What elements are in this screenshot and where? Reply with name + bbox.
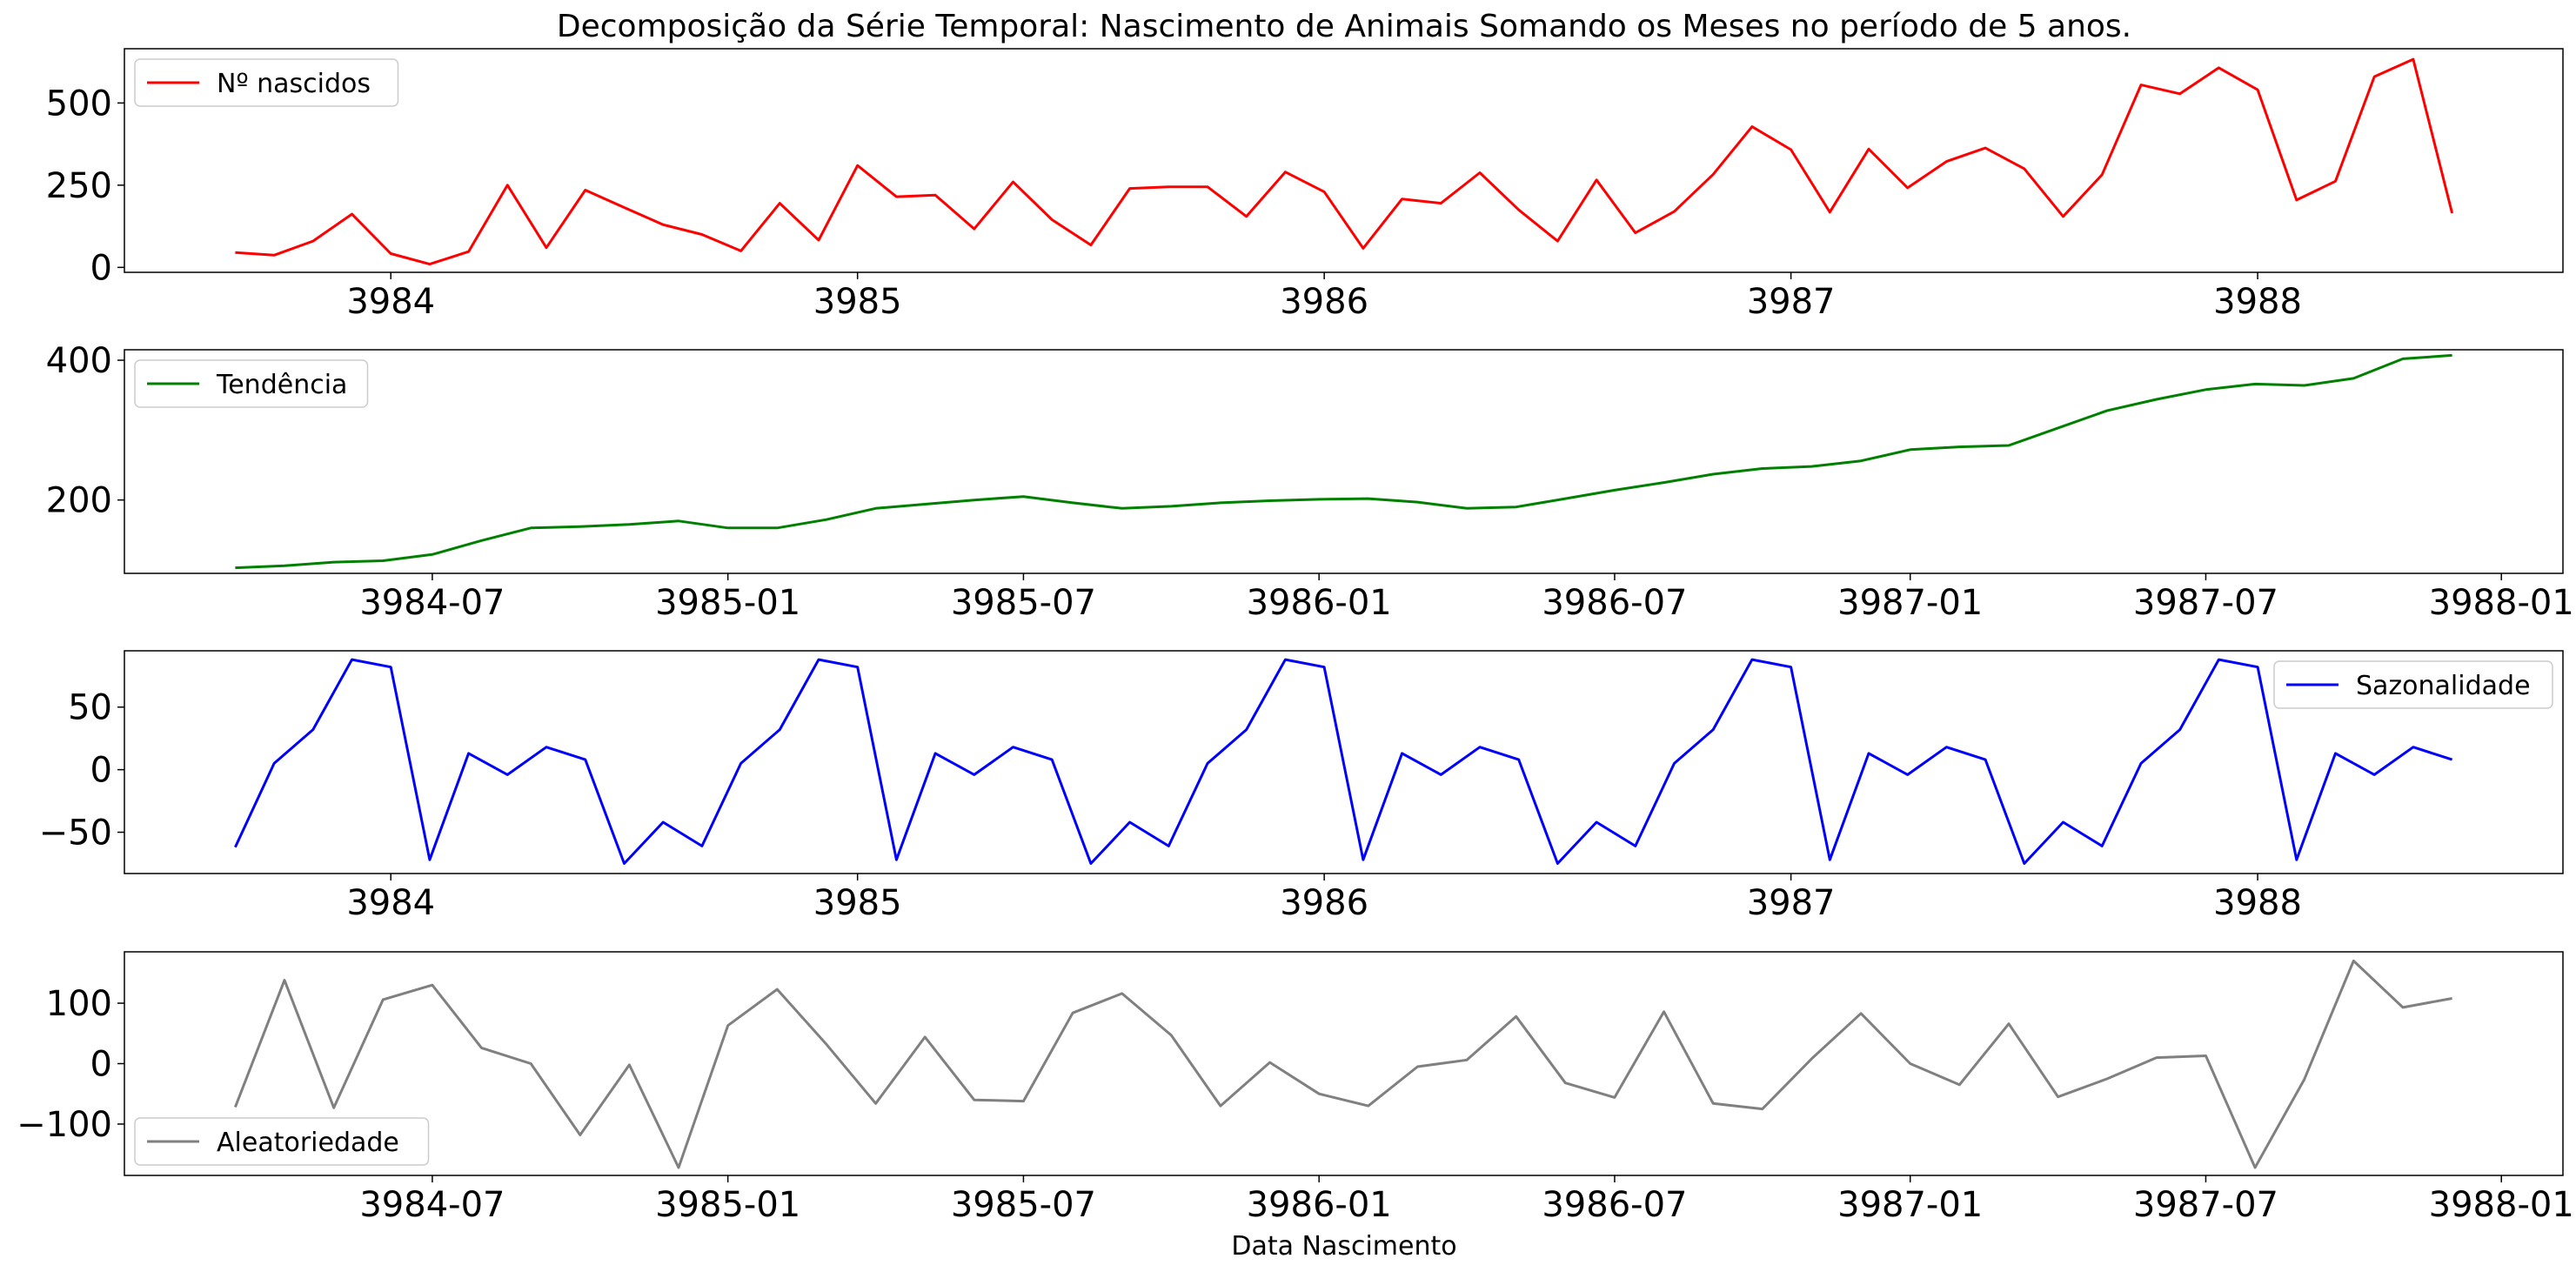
y-tick-label: 0: [90, 1045, 112, 1085]
x-tick-label: 3984: [346, 883, 435, 923]
axes-frame: [124, 48, 2564, 273]
legend: Tendência: [134, 359, 369, 408]
x-tick-label: 3987-07: [2133, 1185, 2278, 1225]
x-tick-label: 3984: [346, 282, 435, 322]
series-line: [234, 658, 2453, 865]
x-tick-label: 3986-01: [1247, 583, 1392, 623]
legend: Nº nascidos: [134, 58, 399, 107]
x-tick-label: 3985-01: [655, 583, 800, 623]
legend-box: [134, 359, 369, 408]
legend-box: [134, 58, 399, 107]
x-tick-label: 3988: [2213, 282, 2302, 322]
legend-label: Sazonalidade: [2356, 671, 2531, 701]
x-tick-label: 3987: [1747, 883, 1836, 923]
x-tick-label: 3986: [1280, 883, 1368, 923]
y-tick-label: 250: [46, 166, 112, 206]
x-tick-label: 3984-07: [359, 583, 505, 623]
y-tick-label: 0: [90, 751, 112, 791]
y-tick-label: 500: [46, 84, 112, 124]
x-tick-label: 3985-01: [655, 1185, 800, 1225]
x-tick-label: 3988: [2213, 883, 2302, 923]
x-tick-label: 3986: [1280, 282, 1368, 322]
x-tick-label: 3986-07: [1542, 583, 1687, 623]
legend-label: Nº nascidos: [217, 69, 371, 99]
legend: Sazonalidade: [2273, 660, 2553, 709]
y-tick-label: 200: [46, 481, 112, 521]
x-axis-label: Data Nascimento: [1231, 1231, 1456, 1262]
figure-title: Decomposição da Série Temporal: Nascimen…: [557, 9, 2131, 44]
x-tick-label: 3986-07: [1542, 1185, 1687, 1225]
x-tick-label: 3984-07: [359, 1185, 505, 1225]
legend-label: Aleatoriedade: [217, 1128, 399, 1158]
subplot-3: −50 0 50 3984 3985 3986 3987 3988 Sazonalidade: [39, 650, 2564, 923]
x-tick-label: 3985-07: [951, 1185, 1096, 1225]
subplot-1: 0 250 500 3984 3985 3986 3987 3988 Nº nascidos: [46, 48, 2564, 322]
legend-label: Tendência: [216, 370, 347, 400]
series-line: [234, 959, 2452, 1169]
y-tick-label: 50: [68, 688, 112, 728]
y-tick-label: 400: [46, 341, 112, 381]
y-tick-label: 100: [46, 984, 112, 1024]
x-tick-label: 3986-01: [1247, 1185, 1392, 1225]
y-tick-label: 0: [90, 248, 112, 288]
y-tick-label: −50: [39, 813, 112, 854]
legend: Aleatoriedade: [134, 1117, 430, 1166]
x-tick-label: 3985: [813, 282, 902, 322]
axes-frame: [124, 349, 2564, 574]
axes-frame: [124, 650, 2564, 874]
x-tick-label: 3987: [1747, 282, 1836, 322]
subplot-2: 200 400 3984-07 3985-01 3985-07 3986-01 3986-0…: [46, 341, 2574, 623]
x-tick-label: 3987-01: [1837, 583, 1983, 623]
series-line: [235, 57, 2454, 266]
x-tick-label: 3988-01: [2429, 583, 2574, 623]
legend-box: [2273, 660, 2553, 709]
x-tick-label: 3987-01: [1837, 1185, 1983, 1225]
series-line: [235, 353, 2452, 570]
x-tick-label: 3988-01: [2429, 1185, 2574, 1225]
subplot-4: −100 0 100 3984-07 3985-01 3985-07 3986-01 3986…: [17, 951, 2574, 1225]
x-tick-label: 3985-07: [951, 583, 1096, 623]
x-tick-label: 3985: [813, 883, 902, 923]
x-tick-label: 3987-07: [2133, 583, 2278, 623]
y-tick-label: −100: [17, 1105, 112, 1145]
legend-box: [134, 1117, 430, 1166]
